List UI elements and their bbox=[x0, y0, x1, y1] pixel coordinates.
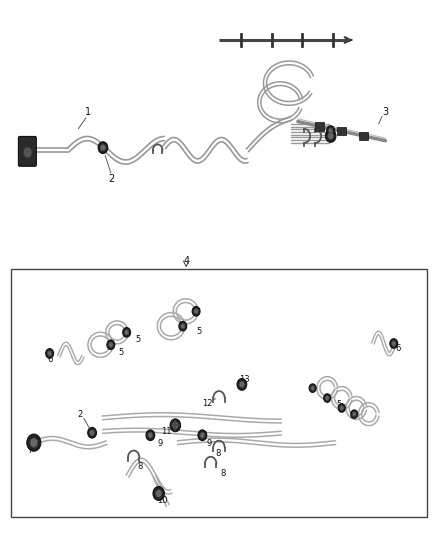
Circle shape bbox=[46, 349, 53, 358]
Text: 5: 5 bbox=[336, 400, 342, 409]
Text: 4: 4 bbox=[183, 256, 189, 266]
Text: 5: 5 bbox=[197, 327, 202, 336]
Circle shape bbox=[192, 306, 200, 316]
Circle shape bbox=[173, 422, 178, 429]
Circle shape bbox=[153, 487, 164, 500]
Circle shape bbox=[328, 132, 334, 140]
Text: 10: 10 bbox=[158, 496, 168, 505]
Circle shape bbox=[23, 147, 32, 158]
Circle shape bbox=[179, 321, 187, 331]
Circle shape bbox=[27, 434, 41, 451]
Circle shape bbox=[325, 395, 329, 400]
Text: 8: 8 bbox=[220, 469, 226, 478]
Text: 8: 8 bbox=[137, 462, 143, 471]
Text: 6: 6 bbox=[395, 344, 401, 353]
Circle shape bbox=[98, 142, 108, 154]
Circle shape bbox=[392, 341, 396, 346]
Circle shape bbox=[352, 412, 356, 416]
Circle shape bbox=[124, 330, 129, 335]
Bar bbox=[337, 127, 346, 135]
Circle shape bbox=[170, 419, 180, 432]
Circle shape bbox=[47, 351, 52, 356]
Circle shape bbox=[148, 432, 153, 438]
Bar bbox=[315, 122, 324, 131]
Circle shape bbox=[325, 130, 336, 142]
Circle shape bbox=[90, 430, 95, 435]
Text: 8: 8 bbox=[215, 449, 221, 458]
Circle shape bbox=[198, 430, 207, 441]
Text: 6: 6 bbox=[48, 355, 53, 364]
Circle shape bbox=[100, 144, 106, 151]
Circle shape bbox=[123, 328, 131, 337]
Text: 7: 7 bbox=[27, 446, 32, 455]
Bar bbox=[11, 269, 427, 517]
Text: 5: 5 bbox=[135, 335, 141, 344]
Text: 3: 3 bbox=[382, 107, 389, 117]
Text: 5: 5 bbox=[119, 349, 124, 358]
Circle shape bbox=[324, 394, 331, 402]
Text: 9: 9 bbox=[207, 439, 212, 448]
Circle shape bbox=[351, 410, 358, 418]
Circle shape bbox=[327, 126, 335, 135]
Circle shape bbox=[30, 438, 38, 447]
Text: 2: 2 bbox=[109, 174, 115, 184]
Circle shape bbox=[146, 430, 155, 441]
Circle shape bbox=[107, 340, 115, 350]
Text: 5: 5 bbox=[350, 411, 355, 420]
Text: 12: 12 bbox=[202, 399, 212, 408]
Circle shape bbox=[239, 381, 244, 387]
Text: 9: 9 bbox=[157, 439, 162, 448]
Circle shape bbox=[194, 309, 198, 314]
Text: 13: 13 bbox=[240, 375, 250, 384]
Text: 1: 1 bbox=[85, 107, 91, 117]
Circle shape bbox=[200, 432, 205, 438]
Circle shape bbox=[109, 342, 113, 348]
FancyBboxPatch shape bbox=[18, 136, 36, 166]
Circle shape bbox=[390, 339, 398, 349]
Circle shape bbox=[309, 384, 316, 392]
Text: 11: 11 bbox=[161, 427, 171, 436]
Circle shape bbox=[311, 386, 314, 391]
Circle shape bbox=[340, 406, 344, 410]
Circle shape bbox=[88, 427, 96, 438]
Circle shape bbox=[338, 403, 345, 412]
Text: 2: 2 bbox=[77, 410, 82, 418]
Circle shape bbox=[180, 324, 185, 329]
Bar bbox=[359, 132, 368, 140]
Circle shape bbox=[328, 128, 333, 133]
Circle shape bbox=[237, 378, 247, 390]
Circle shape bbox=[155, 490, 162, 497]
